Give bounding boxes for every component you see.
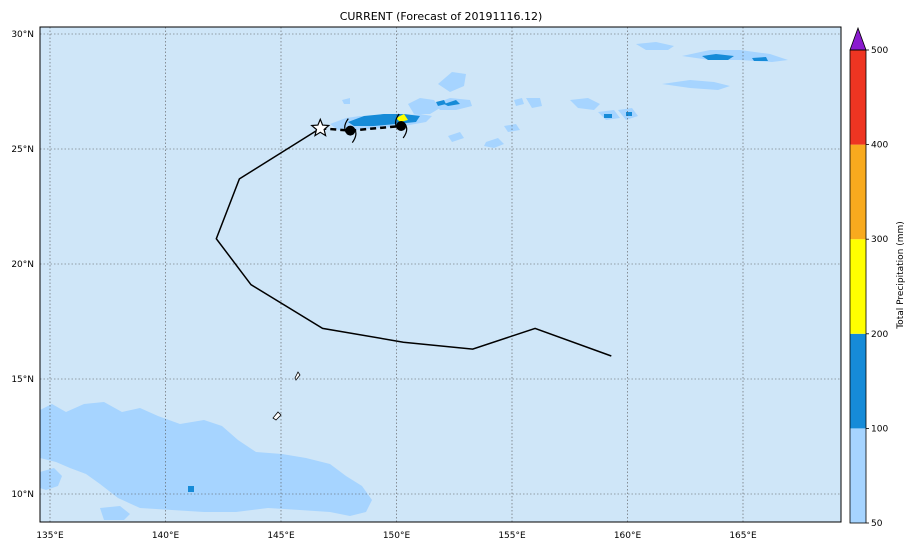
rain-blob-12 bbox=[636, 42, 674, 50]
latitude-label: 20°N bbox=[11, 260, 34, 270]
colorbar-label: Total Precipitation (mm) bbox=[896, 221, 906, 330]
longitude-label: 135°E bbox=[36, 531, 64, 541]
cyclone-symbol-arc-upper bbox=[394, 113, 400, 129]
rain-blob-8 bbox=[570, 98, 600, 110]
storm-track bbox=[215, 113, 612, 357]
latitude-label: 10°N bbox=[11, 490, 34, 500]
longitude-label: 145°E bbox=[267, 531, 295, 541]
heavy-rain-core-2 bbox=[752, 57, 768, 61]
heavy-rain-core-6 bbox=[604, 114, 612, 118]
rain-blob-11 bbox=[504, 124, 520, 132]
light-rain-patch-west bbox=[40, 468, 62, 490]
longitude-label: 165°E bbox=[729, 531, 757, 541]
colorbar-segment bbox=[850, 144, 866, 240]
colorbar-tick-label: 100 bbox=[871, 424, 888, 434]
moderate-rain-spot bbox=[396, 114, 408, 122]
heavy-rain-core-3 bbox=[436, 100, 446, 106]
light-rain-area-south bbox=[40, 402, 372, 516]
past-track-line bbox=[215, 127, 612, 357]
longitude-label: 140°E bbox=[152, 531, 180, 541]
colorbar: 50 100 200 300 400 500 bbox=[849, 26, 888, 529]
colorbar-segment bbox=[850, 333, 866, 429]
longitude-label: 150°E bbox=[383, 531, 411, 541]
rain-blob-1 bbox=[408, 98, 440, 114]
colorbar-tick-label: 50 bbox=[871, 519, 883, 529]
map-gridlines bbox=[40, 27, 841, 522]
colorbar-tick-label: 200 bbox=[871, 330, 888, 340]
longitude-labels: 135°E 140°E 145°E 150°E 155°E 160°E 165°E bbox=[36, 531, 757, 541]
island-outline-south bbox=[272, 411, 282, 421]
precipitation-layer bbox=[40, 42, 788, 520]
colorbar-tick-label: 500 bbox=[871, 46, 888, 56]
map-frame bbox=[39, 26, 842, 523]
longitude-label: 155°E bbox=[498, 531, 526, 541]
cyclone-symbol-arc-lower bbox=[351, 128, 357, 143]
rain-blob-6 bbox=[514, 98, 524, 106]
forecast-position-marker bbox=[345, 125, 356, 136]
rain-blob-2 bbox=[438, 72, 466, 92]
latitude-label: 25°N bbox=[11, 145, 34, 155]
rain-blob-15 bbox=[342, 98, 350, 104]
rain-blob-13 bbox=[662, 80, 730, 90]
colorbar-tick-label: 400 bbox=[871, 141, 888, 151]
forecast-position-marker bbox=[396, 121, 407, 131]
heavy-rain-core-east bbox=[702, 54, 734, 60]
cyclone-symbol-arc-lower bbox=[402, 123, 408, 139]
rain-blob-5 bbox=[484, 138, 504, 148]
chart-title: CURRENT (Forecast of 20191116.12) bbox=[340, 10, 543, 23]
heavy-rain-core-5 bbox=[188, 486, 194, 492]
latitude-label: 15°N bbox=[11, 375, 34, 385]
colorbar-segment bbox=[850, 239, 866, 334]
colorbar-tick-label: 300 bbox=[871, 235, 888, 245]
rain-blob-4 bbox=[448, 132, 464, 142]
latitude-labels: 30°N 25°N 20°N 15°N 10°N bbox=[11, 30, 34, 500]
longitude-label: 160°E bbox=[614, 531, 642, 541]
rain-blob-7 bbox=[526, 98, 542, 108]
latitude-label: 30°N bbox=[11, 30, 34, 40]
colorbar-extend-arrow bbox=[849, 26, 867, 51]
heavy-rain-core-4 bbox=[444, 100, 460, 106]
island-outline-north bbox=[294, 371, 301, 381]
cyclone-symbol-arc-upper bbox=[344, 118, 349, 133]
light-rain-patch-south bbox=[100, 506, 130, 520]
colorbar-frame bbox=[849, 49, 867, 524]
colorbar-segment bbox=[850, 428, 866, 523]
colorbar-segment bbox=[850, 50, 866, 145]
heavy-rain-core-7 bbox=[626, 112, 632, 116]
current-position-star-icon bbox=[310, 117, 331, 137]
